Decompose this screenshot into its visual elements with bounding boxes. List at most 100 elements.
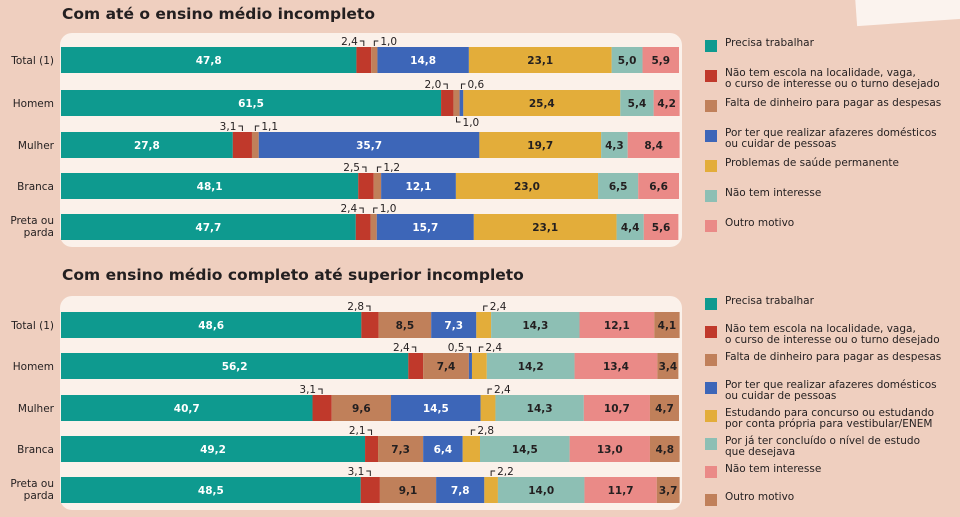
bar-segment — [480, 395, 496, 421]
data-label: 8,4 — [644, 140, 663, 152]
data-label: 23,1 — [527, 55, 553, 67]
legend-swatch — [705, 100, 717, 112]
row-label: Homem — [13, 98, 54, 110]
callout-line — [411, 346, 417, 352]
bar-segment — [361, 312, 379, 338]
bar-segment — [379, 477, 437, 503]
data-label: 1,0 — [380, 36, 397, 48]
bar-segment — [486, 353, 575, 379]
legend-swatch — [705, 130, 717, 142]
legend-swatch — [705, 298, 717, 310]
data-label: 2,8 — [347, 301, 364, 313]
bar-segment — [574, 353, 658, 379]
bar-segment — [436, 477, 485, 503]
bar-segment — [657, 353, 679, 379]
bar-segment — [649, 395, 679, 421]
data-label: 9,1 — [399, 485, 418, 497]
legend-label: Não tem escola na localidade, vaga, o cur… — [725, 67, 940, 90]
bar-segment — [431, 312, 477, 338]
legend-swatch — [705, 160, 717, 172]
data-label: 49,2 — [200, 444, 226, 456]
bar-segment — [61, 47, 357, 73]
bar-segment — [468, 353, 472, 379]
bar-segment — [649, 436, 680, 462]
bar-segment — [423, 353, 469, 379]
data-label: 35,7 — [356, 140, 382, 152]
data-label: 2,4 — [340, 203, 357, 215]
data-label: 2,4 — [393, 342, 410, 354]
data-label: 47,7 — [195, 222, 221, 234]
bar-segment — [453, 90, 460, 116]
data-label: 13,0 — [597, 444, 623, 456]
bar-segment — [391, 395, 481, 421]
bar-segment — [360, 477, 380, 503]
row-label: Branca — [17, 444, 54, 456]
legend-label: Estudando para concurso ou estudando por … — [725, 407, 935, 430]
callout-line — [366, 470, 371, 476]
data-label: 2,1 — [349, 425, 366, 437]
legend-label: Não tem interesse — [725, 187, 822, 199]
legend-swatch — [705, 326, 717, 338]
bar-segment — [423, 436, 463, 462]
data-label: 23,0 — [514, 181, 540, 193]
data-label: 7,3 — [444, 320, 463, 332]
row-label: Total (1) — [10, 320, 54, 332]
data-label: 2,0 — [425, 79, 442, 91]
data-label: 4,8 — [655, 444, 674, 456]
bar-segment — [579, 312, 655, 338]
bar-segment — [61, 312, 362, 338]
bar-segment — [484, 477, 498, 503]
data-label: 12,1 — [406, 181, 432, 193]
data-label: 13,4 — [603, 361, 629, 373]
data-label: 2,4 — [485, 342, 502, 354]
bar-segment — [61, 477, 361, 503]
legend-swatch — [705, 494, 717, 506]
bar-segment — [611, 47, 643, 73]
callout-line — [460, 83, 466, 89]
legend-swatch — [705, 220, 717, 232]
data-label: 2,4 — [494, 384, 511, 396]
callout-line — [466, 346, 471, 352]
callout-line — [361, 166, 367, 172]
bar-segment — [638, 173, 679, 199]
bar-segment — [480, 436, 570, 462]
row-label: parda — [24, 490, 54, 502]
bar-segment — [653, 90, 680, 116]
data-label: 2,4 — [490, 301, 507, 313]
data-label: 3,1 — [348, 466, 365, 478]
legend-label: Precisa trabalhar — [725, 37, 814, 49]
callout-line — [238, 125, 243, 131]
legend-label: Por ter que realizar afazeres domésticos… — [725, 127, 937, 150]
row-label: Preta ou — [10, 478, 54, 490]
bar-segment — [356, 47, 372, 73]
data-label: 1,1 — [261, 121, 278, 133]
bar-segment — [373, 173, 382, 199]
bar-segment — [473, 214, 617, 240]
legend-label: Falta de dinheiro para pagar as despesas — [725, 351, 942, 363]
callout-line — [367, 429, 373, 435]
bar-segment — [358, 173, 374, 199]
data-label: 14,2 — [518, 361, 544, 373]
data-label: 19,7 — [527, 140, 553, 152]
data-label: 3,7 — [659, 485, 678, 497]
data-label: 14,5 — [512, 444, 538, 456]
bar-segment — [61, 436, 366, 462]
bar-segment — [642, 47, 679, 73]
data-label: 48,5 — [198, 485, 224, 497]
callout-line — [318, 388, 323, 394]
data-label: 2,5 — [343, 162, 360, 174]
data-label: 6,4 — [434, 444, 453, 456]
bar-segment — [643, 214, 679, 240]
bar-segment — [584, 477, 657, 503]
row-label: parda — [24, 227, 54, 239]
bar-segment — [61, 214, 356, 240]
bar-segment — [455, 173, 599, 199]
data-label: 3,1 — [299, 384, 316, 396]
legend-label: Por já ter concluído o nível de estudo qu… — [725, 435, 921, 458]
legend-swatch — [705, 466, 717, 478]
bar-segment — [381, 173, 456, 199]
legend-label: Outro motivo — [725, 491, 795, 503]
data-label: 7,4 — [437, 361, 456, 373]
bar-segment — [61, 353, 409, 379]
